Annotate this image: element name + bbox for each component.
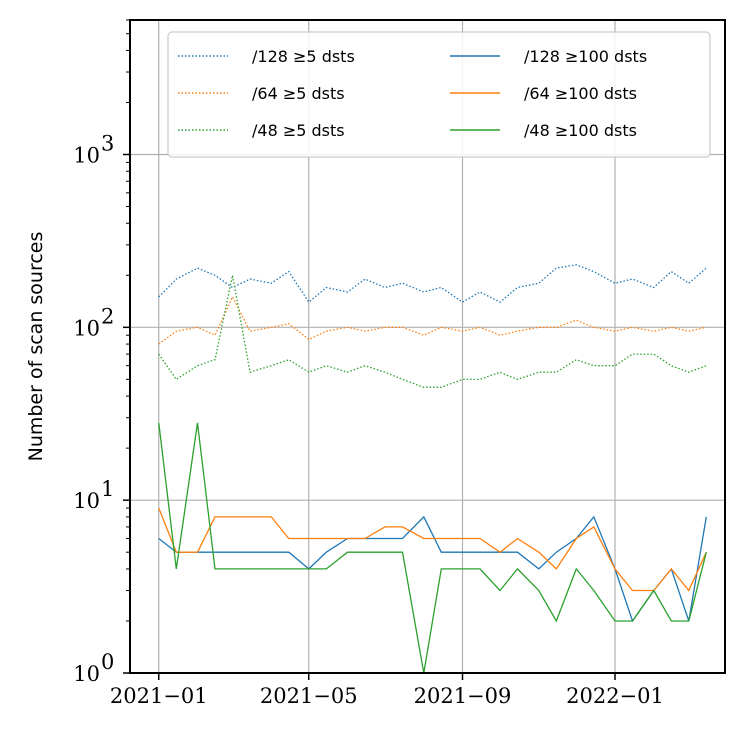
- y-tick-exponent: 3: [101, 131, 114, 155]
- plot-frame: [129, 19, 726, 674]
- series-layer: [158, 264, 707, 674]
- legend-box: [167, 31, 711, 158]
- y-tick-exponent: 2: [101, 304, 114, 328]
- legend-label: /48 ≥100 dsts: [524, 121, 637, 140]
- y-tick-exponent: 0: [101, 650, 114, 674]
- legend-label: /64 ≥5 dsts: [252, 84, 345, 103]
- y-axis-label: Number of scan sources: [25, 232, 47, 462]
- x-tick-label: 2021−09: [414, 684, 512, 708]
- series-line-4: [158, 515, 707, 623]
- y-tick-label: 10: [73, 489, 100, 513]
- series-line-6: [158, 422, 707, 674]
- y-tick-exponent: 1: [101, 477, 114, 501]
- legend-label: /128 ≥100 dsts: [524, 47, 647, 66]
- y-tick-label: 10: [73, 143, 100, 167]
- series-line-5: [158, 507, 707, 592]
- x-tick-label: 2021−01: [110, 684, 208, 708]
- legend: /128 ≥5 dsts/64 ≥5 dsts/48 ≥5 dsts/128 ≥…: [167, 31, 711, 158]
- x-tick-label: 2021−05: [260, 684, 358, 708]
- legend-label: /48 ≥5 dsts: [252, 121, 345, 140]
- series-line-1: [158, 264, 707, 304]
- legend-label: /128 ≥5 dsts: [252, 47, 355, 66]
- series-line-2: [158, 295, 707, 345]
- x-tick-label: 2022−01: [566, 684, 664, 708]
- series-line-3: [158, 275, 707, 388]
- y-tick-label: 10: [73, 316, 100, 340]
- legend-label: /64 ≥100 dsts: [524, 84, 637, 103]
- y-tick-label: 10: [73, 662, 100, 686]
